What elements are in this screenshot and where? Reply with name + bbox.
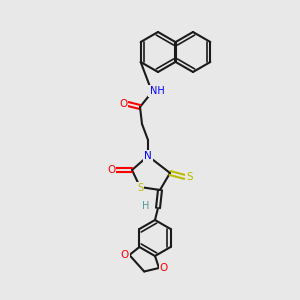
Text: O: O	[119, 99, 127, 109]
Text: S: S	[187, 172, 193, 182]
Text: H: H	[142, 201, 150, 211]
Text: O: O	[120, 250, 128, 260]
Text: O: O	[107, 165, 115, 175]
Text: S: S	[137, 183, 143, 193]
Text: NH: NH	[150, 86, 164, 96]
Text: O: O	[160, 263, 168, 273]
Text: N: N	[144, 151, 152, 161]
